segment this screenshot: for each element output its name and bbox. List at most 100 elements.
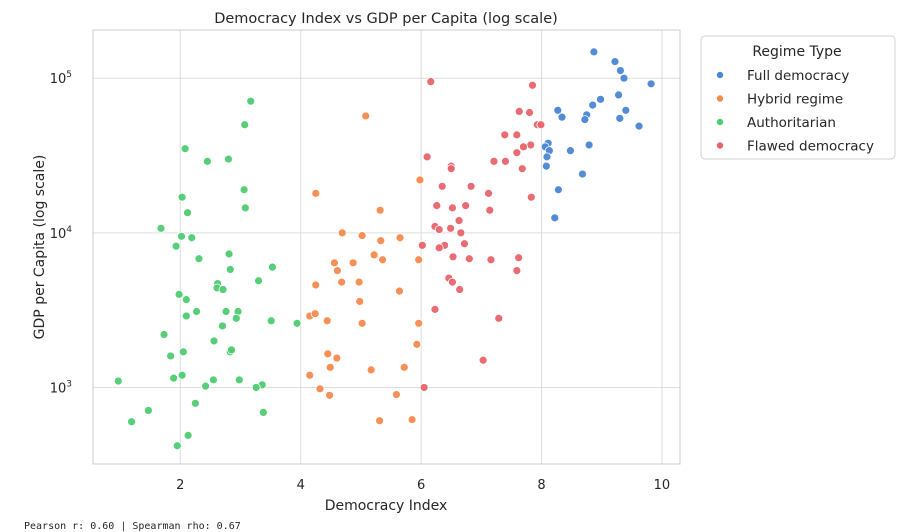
point-authoritarian [239,185,249,195]
point-authoritarian [266,316,276,326]
legend: Regime Type Full democracy Hybrid regime A… [700,35,896,160]
point-hybrid-regime [399,362,409,372]
point-flawed-democracy [484,188,493,198]
legend-marker-authoritarian [716,118,725,127]
point-hybrid-regime [378,255,387,265]
point-authoritarian [143,406,153,415]
point-flawed-democracy [536,120,546,130]
point-hybrid-regime [311,280,321,290]
point-flawed-democracy [525,108,534,117]
point-authoritarian [177,192,187,202]
legend-items: Full democracy Hybrid regime Authoritarian… [716,68,874,155]
point-hybrid-regime [361,111,371,121]
point-authoritarian [218,285,228,294]
point-hybrid-regime [323,349,333,359]
x-axis-label: Democracy Index [325,498,448,514]
point-authoritarian [187,233,197,243]
point-full-democracy [615,66,625,75]
point-flawed-democracy [501,156,510,166]
x-tick-label: 2 [176,478,184,493]
point-authoritarian [254,276,263,286]
point-flawed-democracy [526,140,536,150]
point-authoritarian [172,441,182,451]
point-hybrid-regime [369,250,379,260]
point-authoritarian [156,223,166,233]
legend-box [700,35,896,160]
plot-frame [92,29,681,465]
point-flawed-democracy [448,277,457,287]
point-flawed-democracy [456,228,466,238]
point-hybrid-regime [325,390,335,400]
y-tick-label: 105 [50,70,72,87]
point-flawed-democracy [460,239,469,249]
point-authoritarian [201,381,210,391]
legend-title: Regime Type [752,44,841,60]
point-flawed-democracy [454,216,464,225]
point-hybrid-regime [392,390,401,399]
point-hybrid-regime [415,175,425,185]
point-flawed-democracy [519,142,528,152]
data-points [113,47,656,451]
point-hybrid-regime [310,309,320,319]
point-flawed-democracy [448,252,458,262]
point-authoritarian [251,383,261,392]
point-authoritarian [258,407,268,417]
point-flawed-democracy [528,80,537,90]
point-authoritarian [178,347,188,357]
point-authoritarian [180,144,190,154]
point-authoritarian [159,330,169,339]
x-tick-label: 10 [654,478,671,493]
point-hybrid-regime [355,297,365,306]
point-hybrid-regime [366,365,376,375]
point-full-democracy [596,94,605,104]
point-hybrid-regime [315,384,325,394]
point-flawed-democracy [478,355,488,365]
point-authoritarian [171,241,181,251]
point-hybrid-regime [357,318,367,328]
legend-marker-full-democracy [716,71,725,80]
point-full-democracy [589,47,599,57]
point-hybrid-regime [337,228,347,238]
point-flawed-democracy [485,205,495,215]
point-flawed-democracy [512,130,522,140]
point-flawed-democracy [489,156,499,166]
point-flawed-democracy [430,304,440,314]
point-authoritarian [268,262,277,272]
point-authoritarian [190,398,200,408]
point-full-democracy [615,113,625,123]
y-tick-label: 104 [50,225,73,242]
point-authoritarian [246,96,256,106]
point-authoritarian [225,265,235,274]
point-hybrid-regime [376,236,386,246]
point-hybrid-regime [412,339,422,349]
point-flawed-democracy [464,254,474,264]
point-flawed-democracy [422,152,432,162]
y-tick-label: 103 [50,379,72,396]
x-tick-label: 8 [537,478,545,493]
point-authoritarian [177,231,186,241]
point-hybrid-regime [357,231,367,240]
point-authoritarian [169,373,179,383]
point-flawed-democracy [448,203,457,213]
point-hybrid-regime [407,415,417,424]
grid [93,30,680,464]
point-authoritarian [218,321,227,331]
point-full-democracy [553,185,563,195]
point-hybrid-regime [333,266,342,275]
point-authoritarian [234,375,244,385]
point-authoritarian [183,208,192,218]
point-full-democracy [584,140,594,150]
point-authoritarian [224,249,234,259]
point-hybrid-regime [337,277,347,287]
legend-label-full-democracy: Full democracy [747,68,849,84]
point-flawed-democracy [432,201,442,211]
point-hybrid-regime [305,370,315,380]
point-authoritarian [224,154,233,164]
point-full-democracy [541,161,551,171]
legend-marker-flawed-democracy [716,141,725,150]
x-tick-labels: 2 4 6 8 10 [176,478,670,493]
point-authoritarian [177,370,187,380]
point-flawed-democracy [486,255,496,265]
point-full-democracy [550,213,560,223]
point-hybrid-regime [414,255,424,265]
